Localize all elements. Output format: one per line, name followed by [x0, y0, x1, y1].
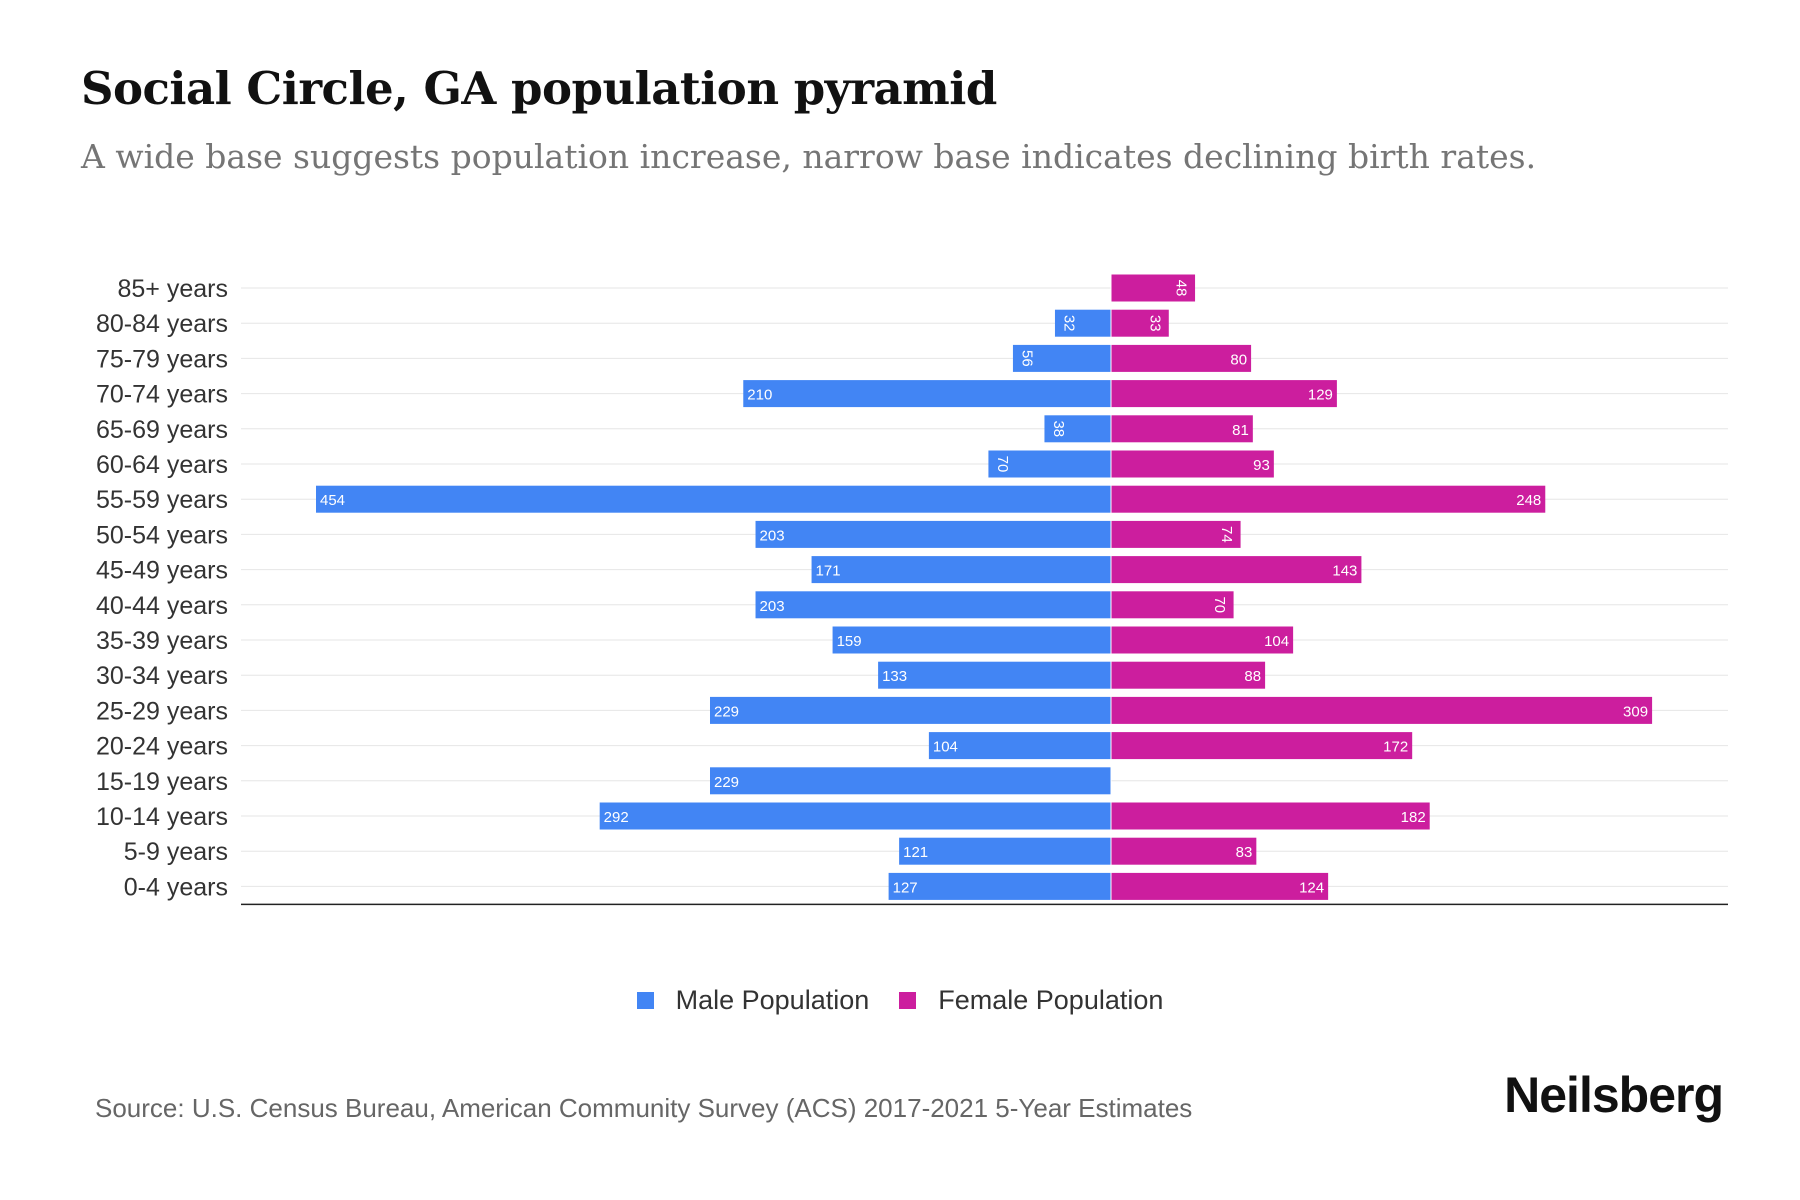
male-bar-30-34-years [878, 661, 1111, 689]
female-bar-0-4-years [1111, 872, 1329, 900]
female-data-label: 124 [1299, 879, 1324, 896]
chart-subtitle: A wide base suggests population increase… [81, 137, 1537, 176]
y-tick-label: 45-49 years [96, 557, 228, 585]
female-data-label: 104 [1264, 633, 1289, 650]
female-bar-65-69-years [1111, 415, 1253, 443]
male-data-label: 104 [933, 739, 958, 756]
y-tick-label: 75-79 years [96, 345, 228, 373]
male-bar-20-24-years [928, 732, 1111, 760]
female-data-label: 80 [1230, 351, 1247, 368]
legend-item-male[interactable]: Male Population [636, 985, 870, 1016]
y-tick-label: 80-84 years [96, 310, 228, 338]
male-bar-80-84-years [1054, 309, 1111, 337]
male-bar-10-14-years [599, 802, 1111, 830]
female-bar-5-9-years [1111, 837, 1257, 865]
male-data-label: 70 [994, 456, 1011, 473]
male-bar-40-44-years [755, 591, 1111, 619]
male-bar-5-9-years [899, 837, 1111, 865]
y-tick-label: 65-69 years [96, 416, 228, 444]
male-data-label: 203 [760, 527, 785, 544]
legend-swatch-female [899, 992, 917, 1009]
male-bar-15-19-years [709, 767, 1111, 795]
male-data-label: 121 [903, 844, 928, 861]
female-data-label: 172 [1383, 739, 1408, 756]
female-data-label: 33 [1146, 315, 1163, 332]
male-data-label: 38 [1050, 420, 1067, 437]
female-bar-50-54-years [1111, 520, 1241, 548]
male-data-label: 454 [320, 492, 345, 509]
y-tick-label: 10-14 years [96, 803, 228, 831]
female-data-label: 88 [1244, 668, 1261, 685]
male-bar-75-79-years [1012, 344, 1111, 372]
male-data-label: 56 [1018, 350, 1035, 367]
y-tick-label: 5-9 years [124, 838, 228, 866]
female-data-label: 81 [1232, 422, 1249, 439]
source-note: Source: U.S. Census Bureau, American Com… [95, 1093, 1193, 1123]
male-data-label: 229 [714, 774, 739, 791]
y-tick-label: 30-34 years [96, 662, 228, 690]
male-data-label: 32 [1060, 315, 1077, 332]
male-bar-50-54-years [755, 520, 1111, 548]
female-bar-20-24-years [1111, 732, 1413, 760]
chart-title: Social Circle, GA population pyramid [81, 62, 997, 115]
female-data-label: 129 [1308, 387, 1333, 404]
y-tick-label: 15-19 years [96, 768, 228, 796]
female-bar-45-49-years [1111, 556, 1362, 584]
male-bar-25-29-years [709, 696, 1111, 724]
male-bar-35-39-years [832, 626, 1111, 654]
male-data-label: 210 [747, 387, 772, 404]
male-data-label: 229 [714, 703, 739, 720]
legend-swatch-male [636, 992, 654, 1009]
female-bar-70-74-years [1111, 380, 1337, 408]
male-data-label: 292 [604, 809, 629, 826]
y-tick-label: 25-29 years [96, 697, 228, 725]
legend-label-male: Male Population [675, 985, 870, 1015]
female-data-label: 309 [1623, 703, 1648, 720]
female-bar-75-79-years [1111, 344, 1252, 372]
male-bar-0-4-years [888, 872, 1111, 900]
population-pyramid-chart: 85+ years 48 80-84 years 32 33 75-79 years 56 8… [96, 274, 1728, 906]
male-bar-60-64-years [988, 450, 1111, 478]
male-data-label: 171 [816, 563, 841, 580]
female-bar-35-39-years [1111, 626, 1294, 654]
male-bar-65-69-years [1044, 415, 1111, 443]
y-tick-label: 0-4 years [124, 873, 228, 901]
female-bar-10-14-years [1111, 802, 1430, 830]
male-data-label: 133 [882, 668, 907, 685]
y-tick-label: 50-54 years [96, 521, 228, 549]
female-data-label: 70 [1211, 596, 1228, 613]
legend-label-female: Female Population [938, 985, 1164, 1015]
brand-logo: Neilsberg [1504, 1067, 1724, 1123]
female-data-label: 143 [1332, 563, 1357, 580]
female-data-label: 182 [1401, 809, 1426, 826]
y-tick-label: 35-39 years [96, 627, 228, 655]
female-data-label: 93 [1253, 457, 1270, 474]
female-data-label: 48 [1173, 280, 1190, 297]
y-tick-label: 20-24 years [96, 733, 228, 761]
y-tick-label: 60-64 years [96, 451, 228, 479]
female-data-label: 83 [1236, 844, 1253, 861]
female-bar-25-29-years [1111, 696, 1653, 724]
male-bar-70-74-years [743, 380, 1111, 408]
legend-item-female[interactable]: Female Population [899, 985, 1163, 1016]
male-bar-45-49-years [811, 556, 1111, 584]
y-tick-label: 55-59 years [96, 486, 228, 514]
male-data-label: 203 [760, 598, 785, 615]
female-bar-85-years [1111, 274, 1196, 302]
female-bar-40-44-years [1111, 591, 1234, 619]
female-bar-30-34-years [1111, 661, 1266, 689]
female-bar-80-84-years [1111, 309, 1169, 337]
female-bar-55-59-years [1111, 485, 1546, 513]
male-data-label: 159 [837, 633, 862, 650]
female-data-label: 248 [1516, 492, 1541, 509]
y-tick-label: 40-44 years [96, 592, 228, 620]
female-data-label: 74 [1218, 526, 1235, 543]
female-bar-60-64-years [1111, 450, 1274, 478]
chart-legend: Male Population Female Population [0, 985, 1800, 1016]
y-tick-label: 85+ years [118, 275, 229, 303]
male-bar-55-59-years [316, 485, 1111, 513]
male-data-label: 127 [893, 879, 918, 896]
y-tick-label: 70-74 years [96, 381, 228, 409]
